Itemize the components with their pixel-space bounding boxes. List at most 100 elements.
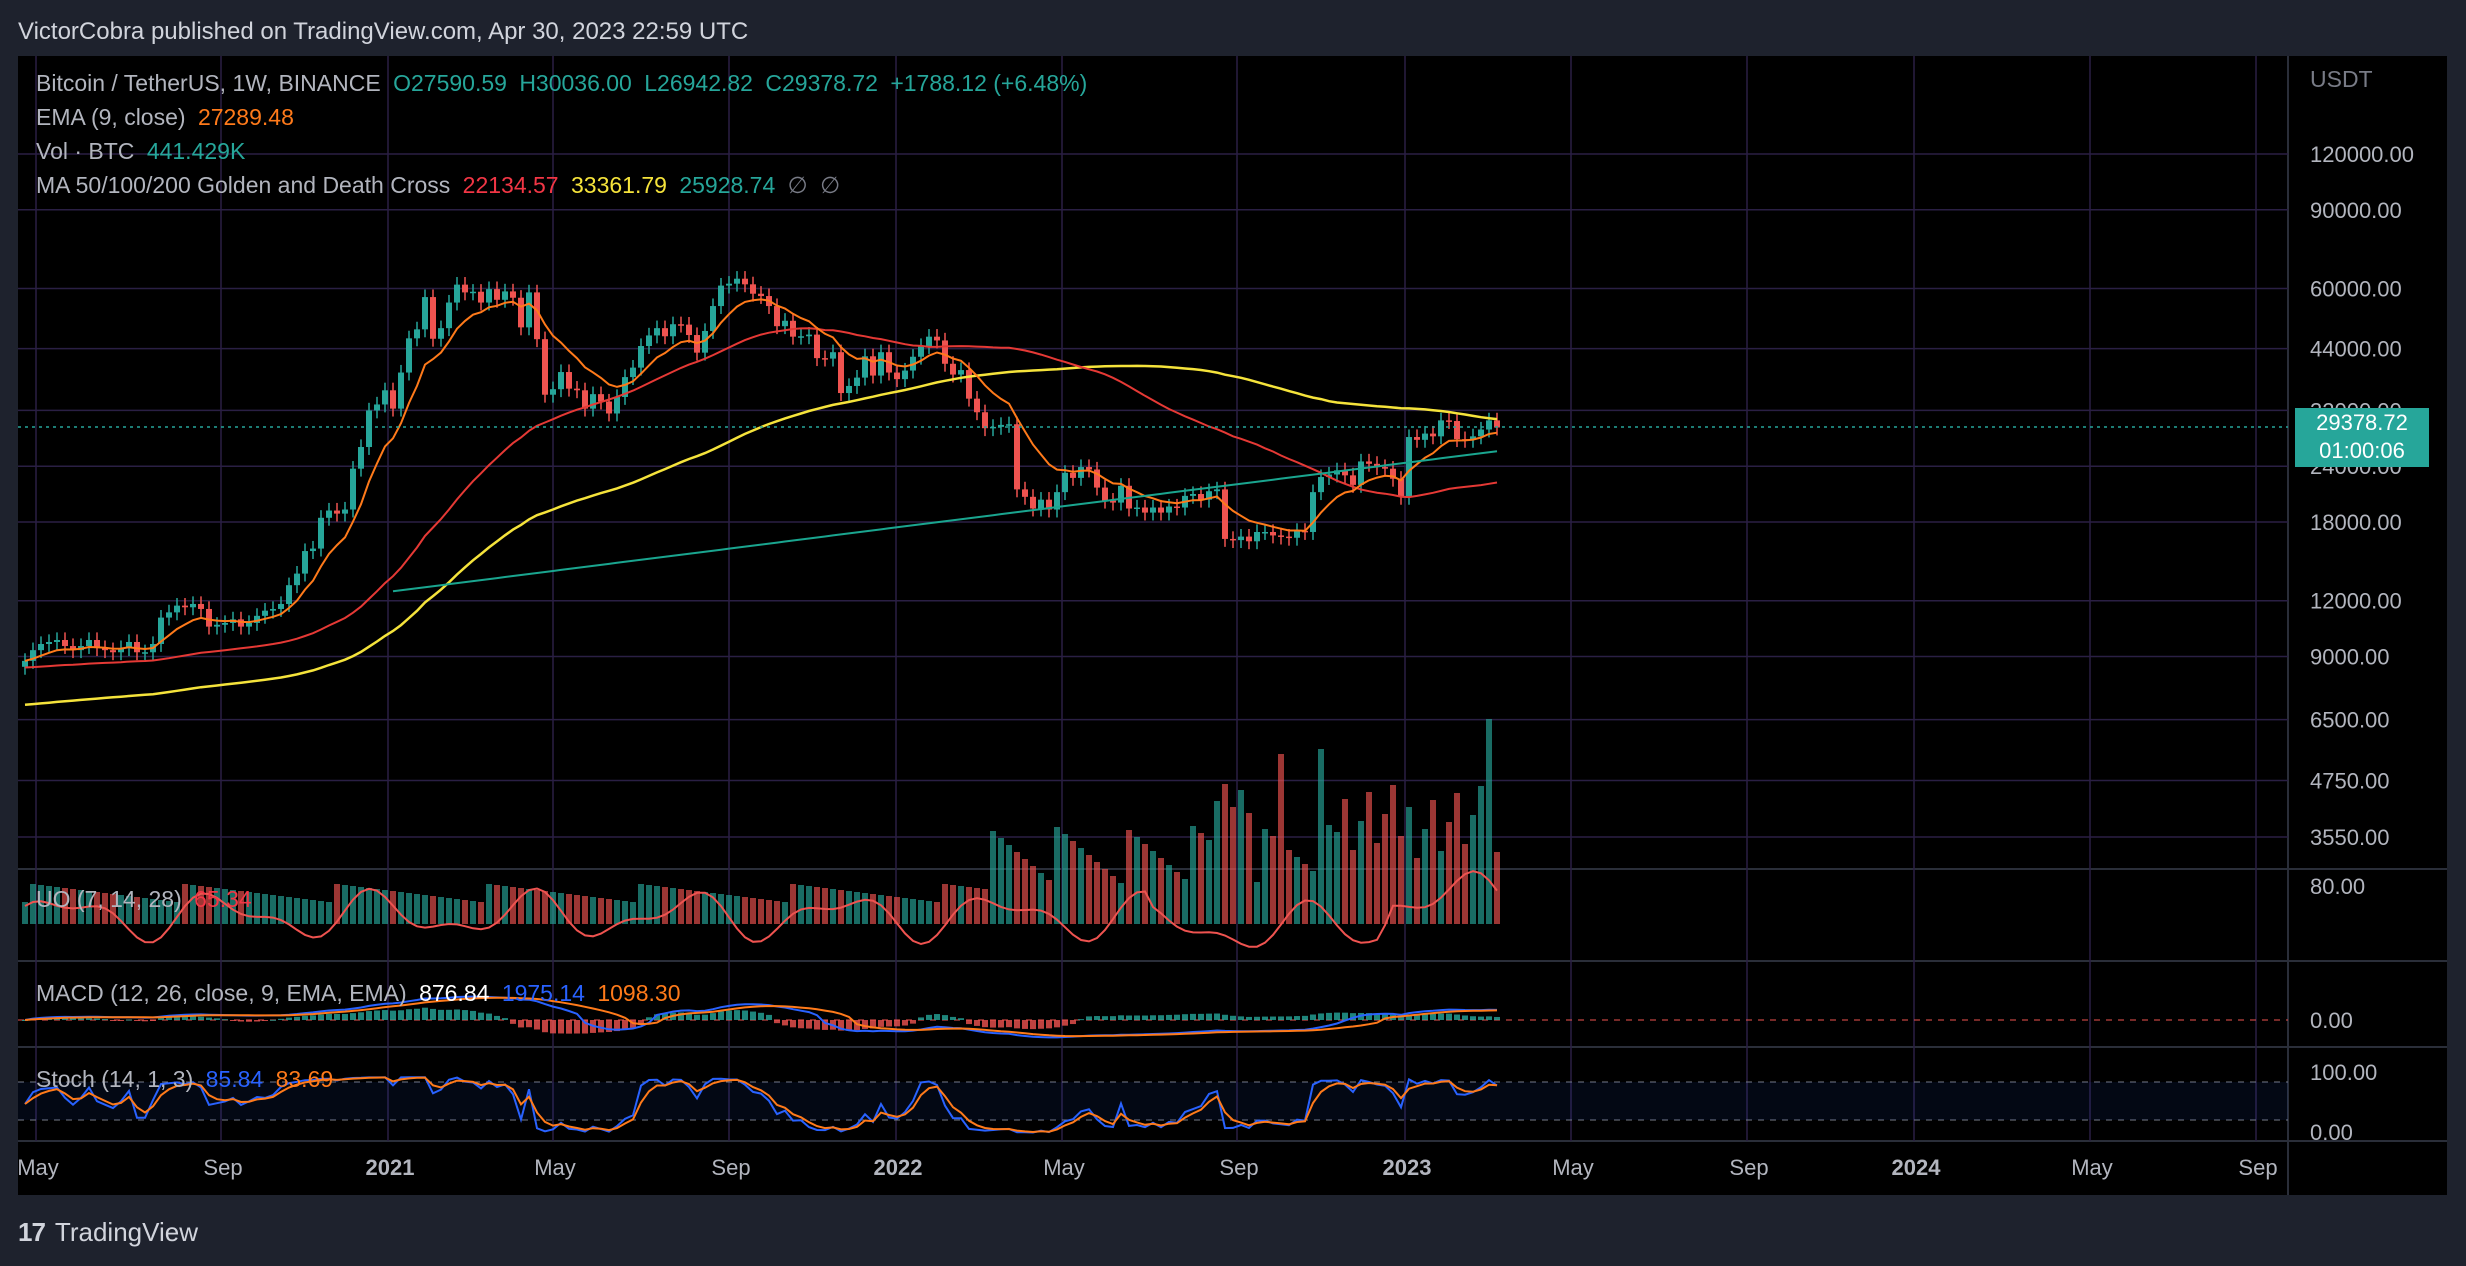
- chart-frame[interactable]: 120000.0090000.0060000.0044000.0032000.0…: [18, 56, 2447, 1195]
- candle-body: [566, 372, 572, 389]
- volume-bar: [926, 901, 932, 924]
- footer: 17 TradingView: [18, 1212, 198, 1252]
- macd-histogram-bar: [1374, 1013, 1380, 1020]
- macd-histogram-bar: [1038, 1020, 1044, 1029]
- volume-bar: [606, 899, 612, 924]
- candle-body: [54, 640, 60, 642]
- price-tick-label: 18000.00: [2310, 510, 2402, 535]
- candle-body: [902, 370, 908, 380]
- candle-body: [1230, 538, 1236, 541]
- volume-bar: [30, 884, 36, 924]
- candle-body: [1070, 472, 1076, 478]
- volume-bar: [1086, 855, 1092, 924]
- candle-body: [46, 641, 52, 645]
- macd-histogram-bar: [478, 1012, 484, 1020]
- stoch-tick-label: 0.00: [2310, 1120, 2353, 1145]
- volume-bar: [542, 891, 548, 924]
- candle-body: [582, 390, 588, 409]
- price-tick-label: 60000.00: [2310, 276, 2402, 301]
- macd-histogram-bar: [142, 1020, 148, 1022]
- volume-bar: [1070, 841, 1076, 924]
- candle-body: [326, 510, 332, 518]
- candle-body: [30, 650, 36, 661]
- macd-histogram-bar: [1006, 1020, 1012, 1028]
- candle-body: [670, 324, 676, 337]
- volume-bar: [550, 892, 556, 924]
- candle-body: [1454, 421, 1460, 440]
- macd-histogram-bar: [254, 1020, 260, 1022]
- candle-body: [870, 356, 876, 376]
- volume-bar: [1454, 793, 1460, 924]
- symbol-name[interactable]: Bitcoin / TetherUS, 1W, BINANCE: [36, 70, 381, 96]
- candle-body: [334, 510, 340, 514]
- macd-histogram-bar: [518, 1020, 524, 1028]
- ema-line: [24, 298, 1498, 662]
- candle-body: [446, 302, 452, 329]
- volume-bar: [1230, 807, 1236, 924]
- stoch-legend[interactable]: Stoch (14, 1, 3) 85.84 83.69: [36, 1066, 339, 1093]
- volume-bar: [1094, 862, 1100, 924]
- volume-bar: [462, 900, 468, 924]
- macd-legend[interactable]: MACD (12, 26, close, 9, EMA, EMA) 876.84…: [36, 980, 686, 1007]
- volume-bar: [894, 897, 900, 924]
- macd-histogram-bar: [1446, 1013, 1452, 1020]
- time-tick-label: 2023: [1383, 1155, 1432, 1180]
- volume-bar: [1062, 834, 1068, 924]
- candle-body: [830, 352, 836, 359]
- macd-histogram-bar: [958, 1018, 964, 1020]
- candle-body: [1254, 532, 1260, 542]
- candle-body: [1222, 489, 1228, 539]
- volume-bar: [710, 893, 716, 924]
- macd-histogram-bar: [1086, 1016, 1092, 1020]
- macd-histogram-bar: [1414, 1014, 1420, 1020]
- macd-histogram-bar: [606, 1020, 612, 1033]
- candle-body: [350, 468, 356, 510]
- macd-histogram-bar: [1422, 1013, 1428, 1020]
- volume-bar: [982, 889, 988, 924]
- ma-legend[interactable]: MA 50/100/200 Golden and Death Cross 221…: [36, 172, 846, 199]
- volume-bar: [1446, 822, 1452, 924]
- volume-bar: [950, 885, 956, 924]
- macd-histogram-bar: [662, 1013, 668, 1020]
- uo-legend[interactable]: UO (7, 14, 28) 65.34: [36, 886, 258, 913]
- volume-bar: [1190, 826, 1196, 924]
- candle-body: [414, 329, 420, 339]
- candle-body: [894, 372, 900, 380]
- volume-bar: [334, 884, 340, 924]
- macd-histogram-bar: [1166, 1014, 1172, 1020]
- macd-histogram-bar: [398, 1010, 404, 1020]
- volume-bar: [1494, 852, 1500, 924]
- symbol-legend[interactable]: Bitcoin / TetherUS, 1W, BINANCE O27590.5…: [36, 70, 1093, 97]
- volume-bar: [1046, 880, 1052, 924]
- macd-line-value: 1975.14: [501, 980, 585, 1006]
- last-price-tag: 29378.72 01:00:06: [2295, 408, 2429, 467]
- candle-body: [718, 285, 724, 307]
- candle-body: [630, 367, 636, 378]
- candle-body: [806, 334, 812, 337]
- volume-bar: [1022, 859, 1028, 924]
- macd-histogram-bar: [1270, 1016, 1276, 1020]
- candle-body: [1198, 493, 1204, 500]
- macd-histogram-bar: [1134, 1015, 1140, 1020]
- macd-histogram-bar: [1102, 1016, 1108, 1020]
- candle-body: [38, 644, 44, 651]
- candle-body: [1038, 499, 1044, 509]
- candle-body: [374, 404, 380, 411]
- stoch-tick-label: 100.00: [2310, 1060, 2377, 1085]
- macd-histogram-bar: [614, 1020, 620, 1032]
- candle-body: [1350, 475, 1356, 485]
- volume-bar: [766, 900, 772, 924]
- macd-histogram-bar: [334, 1013, 340, 1020]
- ema-legend[interactable]: EMA (9, close) 27289.48: [36, 104, 300, 131]
- volume-bar: [1006, 845, 1012, 924]
- candle-body: [1422, 433, 1428, 440]
- volume-bar: [1470, 815, 1476, 924]
- chart-svg[interactable]: 120000.0090000.0060000.0044000.0032000.0…: [18, 56, 2447, 1195]
- macd-histogram-bar: [358, 1012, 364, 1020]
- vol-legend[interactable]: Vol · BTC 441.429K: [36, 138, 251, 165]
- stoch-d-line: [24, 1076, 1498, 1134]
- candle-body: [518, 297, 524, 328]
- candle-body: [1294, 530, 1300, 538]
- time-tick-label: Sep: [711, 1155, 750, 1180]
- volume-bar: [790, 884, 796, 924]
